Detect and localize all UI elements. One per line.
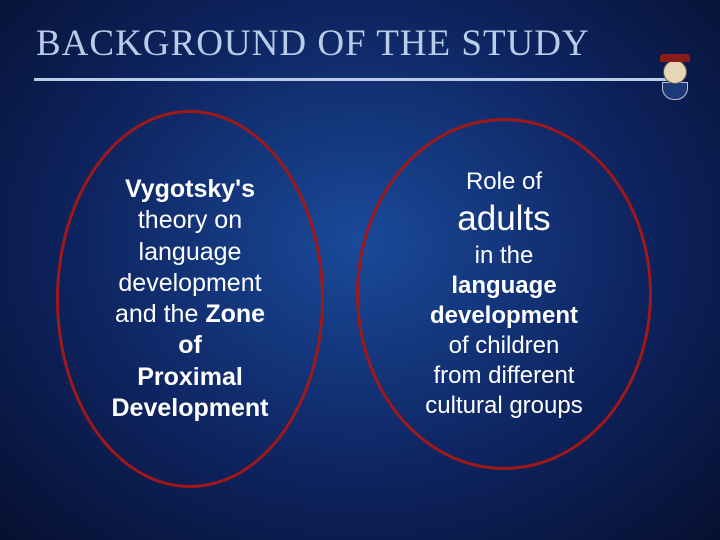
ellipse-right: Role of adults in the language developme… <box>356 118 652 470</box>
left-line-5-bold: Zone <box>205 300 265 328</box>
logo-shield <box>662 82 688 100</box>
right-line-8: cultural groups <box>425 392 582 419</box>
right-line-5: development <box>430 302 578 329</box>
left-line-2: theory on <box>138 206 242 234</box>
left-line-4: development <box>118 269 261 297</box>
left-line-7: Proximal <box>137 363 243 391</box>
left-line-3: language <box>139 238 242 266</box>
left-line-6: of <box>178 331 202 359</box>
ellipse-left-content: Vygotsky's theory on language developmen… <box>94 174 287 424</box>
right-line-2: adults <box>457 199 550 238</box>
left-line-8: Development <box>112 394 269 422</box>
left-line-1: Vygotsky's <box>125 175 255 203</box>
title-underline <box>34 78 682 81</box>
right-line-7: from different <box>434 362 575 389</box>
right-line-4: language <box>451 272 556 299</box>
ellipse-right-content: Role of adults in the language developme… <box>407 167 600 421</box>
crest-logo <box>654 54 696 106</box>
ellipse-left: Vygotsky's theory on language developmen… <box>56 110 324 488</box>
right-line-6: of children <box>449 332 560 359</box>
left-line-5-pre: and the <box>115 300 205 328</box>
logo-hat <box>660 54 690 62</box>
logo-face <box>663 60 687 84</box>
right-line-3: in the <box>475 242 534 269</box>
slide-title: BACKGROUND OF THE STUDY <box>36 22 590 65</box>
right-line-1: Role of <box>466 168 542 195</box>
